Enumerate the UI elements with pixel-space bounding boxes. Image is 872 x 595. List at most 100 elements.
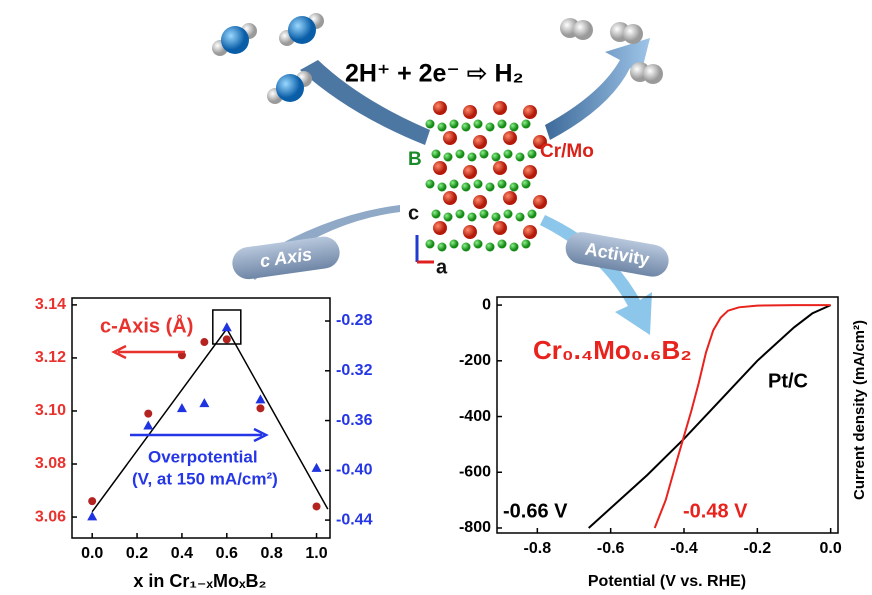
annotation: (V, at 150 mA/cm²) xyxy=(132,469,278,488)
series-label: Cr₀.₄Mo₀.₆B₂ xyxy=(533,335,692,365)
metal-atom xyxy=(503,131,517,145)
metal-atom xyxy=(433,161,447,175)
y-tick-label: 3.12 xyxy=(35,349,66,366)
metal-atom xyxy=(443,191,457,205)
boron-atom xyxy=(438,243,447,252)
boron-atom xyxy=(444,153,453,162)
x-axis-title: x in Cr₁₋ₓMoₓB₂ xyxy=(133,571,266,591)
boron-atom xyxy=(504,210,513,219)
triangle-point xyxy=(222,322,232,331)
boron-atom xyxy=(474,240,483,249)
metal-atom xyxy=(463,225,477,239)
metal-atom xyxy=(463,105,477,119)
hydrogen-atom xyxy=(623,24,643,44)
boron-atom xyxy=(486,243,495,252)
metal-atom xyxy=(493,161,507,175)
boron-atom xyxy=(432,150,441,159)
oxygen-atom xyxy=(288,16,316,44)
metal-atom xyxy=(493,221,507,235)
boron-atom xyxy=(438,183,447,192)
a-axis-label: a xyxy=(436,256,448,278)
circle-point xyxy=(256,404,264,412)
plot-frame xyxy=(497,297,838,533)
boron-atom xyxy=(450,240,459,249)
series-label: Pt/C xyxy=(768,370,808,392)
metal-atom xyxy=(473,135,487,149)
y-tick-label: 3.14 xyxy=(35,296,66,313)
boron-atom xyxy=(492,213,501,222)
triangle-point xyxy=(312,463,322,472)
boron-atom xyxy=(486,123,495,132)
metal-label: Cr/Mo xyxy=(540,141,594,162)
annotation: -0.48 V xyxy=(683,500,748,522)
metal-atom xyxy=(523,105,537,119)
boron-atom xyxy=(480,150,489,159)
y-tick-label: 0 xyxy=(482,296,491,313)
boron-atom xyxy=(474,120,483,129)
lattice-chart: 0.00.20.40.60.81.03.063.083.103.123.14-0… xyxy=(35,296,373,591)
annotation: c-Axis (Å) xyxy=(100,313,193,337)
metal-atom xyxy=(433,221,447,235)
oxygen-atom xyxy=(276,74,304,102)
metal-atom xyxy=(473,195,487,209)
boron-atom xyxy=(528,150,537,159)
boron-atom xyxy=(516,213,525,222)
boron-atom xyxy=(468,213,477,222)
hydrogen-atom xyxy=(573,20,593,40)
x-tick-label: 0.0 xyxy=(81,545,103,562)
triangle-point xyxy=(177,403,187,412)
x-tick-label: -0.4 xyxy=(670,540,698,557)
boron-atom xyxy=(426,180,435,189)
x-tick-label: 0.8 xyxy=(261,545,283,562)
circle-point xyxy=(88,497,96,505)
boron-atom xyxy=(462,243,471,252)
metal-atom xyxy=(503,191,517,205)
y-tick-label: 3.10 xyxy=(35,402,66,419)
boron-atom xyxy=(510,123,519,132)
metal-atom xyxy=(433,101,447,115)
y-axis-title: Current density (mA/cm²) xyxy=(851,320,868,500)
boron-atom xyxy=(468,153,477,162)
annotation: Overpotential xyxy=(148,447,258,466)
x-tick-label: -0.8 xyxy=(524,540,552,557)
boron-atom xyxy=(486,183,495,192)
y-tick-label: -400 xyxy=(459,408,491,425)
x-tick-label: 1.0 xyxy=(305,545,327,562)
boron-label: B xyxy=(408,149,422,170)
boron-atom xyxy=(510,243,519,252)
circle-point xyxy=(144,410,152,418)
x-axis-title: Potential (V vs. RHE) xyxy=(588,573,746,590)
circle-point xyxy=(313,502,321,510)
boron-atom xyxy=(444,213,453,222)
y-tick-label: 3.08 xyxy=(35,455,66,472)
y-tick-label: -600 xyxy=(459,463,491,480)
boron-atom xyxy=(498,240,507,249)
metal-atom xyxy=(523,225,537,239)
y-tick-label: -200 xyxy=(459,352,491,369)
boron-atom xyxy=(522,240,531,249)
boron-atom xyxy=(516,153,525,162)
boron-atom xyxy=(480,210,489,219)
x-tick-label: 0.4 xyxy=(171,545,193,562)
y2-tick-label: -0.32 xyxy=(336,362,373,379)
metal-atom xyxy=(463,165,477,179)
boron-atom xyxy=(462,123,471,132)
boron-atom xyxy=(426,120,435,129)
boron-atom xyxy=(438,123,447,132)
boron-atom xyxy=(462,183,471,192)
reaction: 2H⁺ + 2e⁻ ⇨ H₂ xyxy=(345,60,524,88)
boron-atom xyxy=(456,210,465,219)
y2-tick-label: -0.40 xyxy=(336,462,373,479)
boron-atom xyxy=(528,210,537,219)
boron-atom xyxy=(510,183,519,192)
annotation-arrow xyxy=(114,346,185,358)
arrow-activity xyxy=(540,215,652,335)
metal-atom xyxy=(533,195,547,209)
x-tick-label: -0.2 xyxy=(744,540,772,557)
oxygen-atom xyxy=(221,26,249,54)
boron-atom xyxy=(492,153,501,162)
boron-atom xyxy=(474,180,483,189)
y2-tick-label: -0.28 xyxy=(336,312,373,329)
x-tick-label: 0.0 xyxy=(820,540,842,557)
boron-atom xyxy=(498,180,507,189)
